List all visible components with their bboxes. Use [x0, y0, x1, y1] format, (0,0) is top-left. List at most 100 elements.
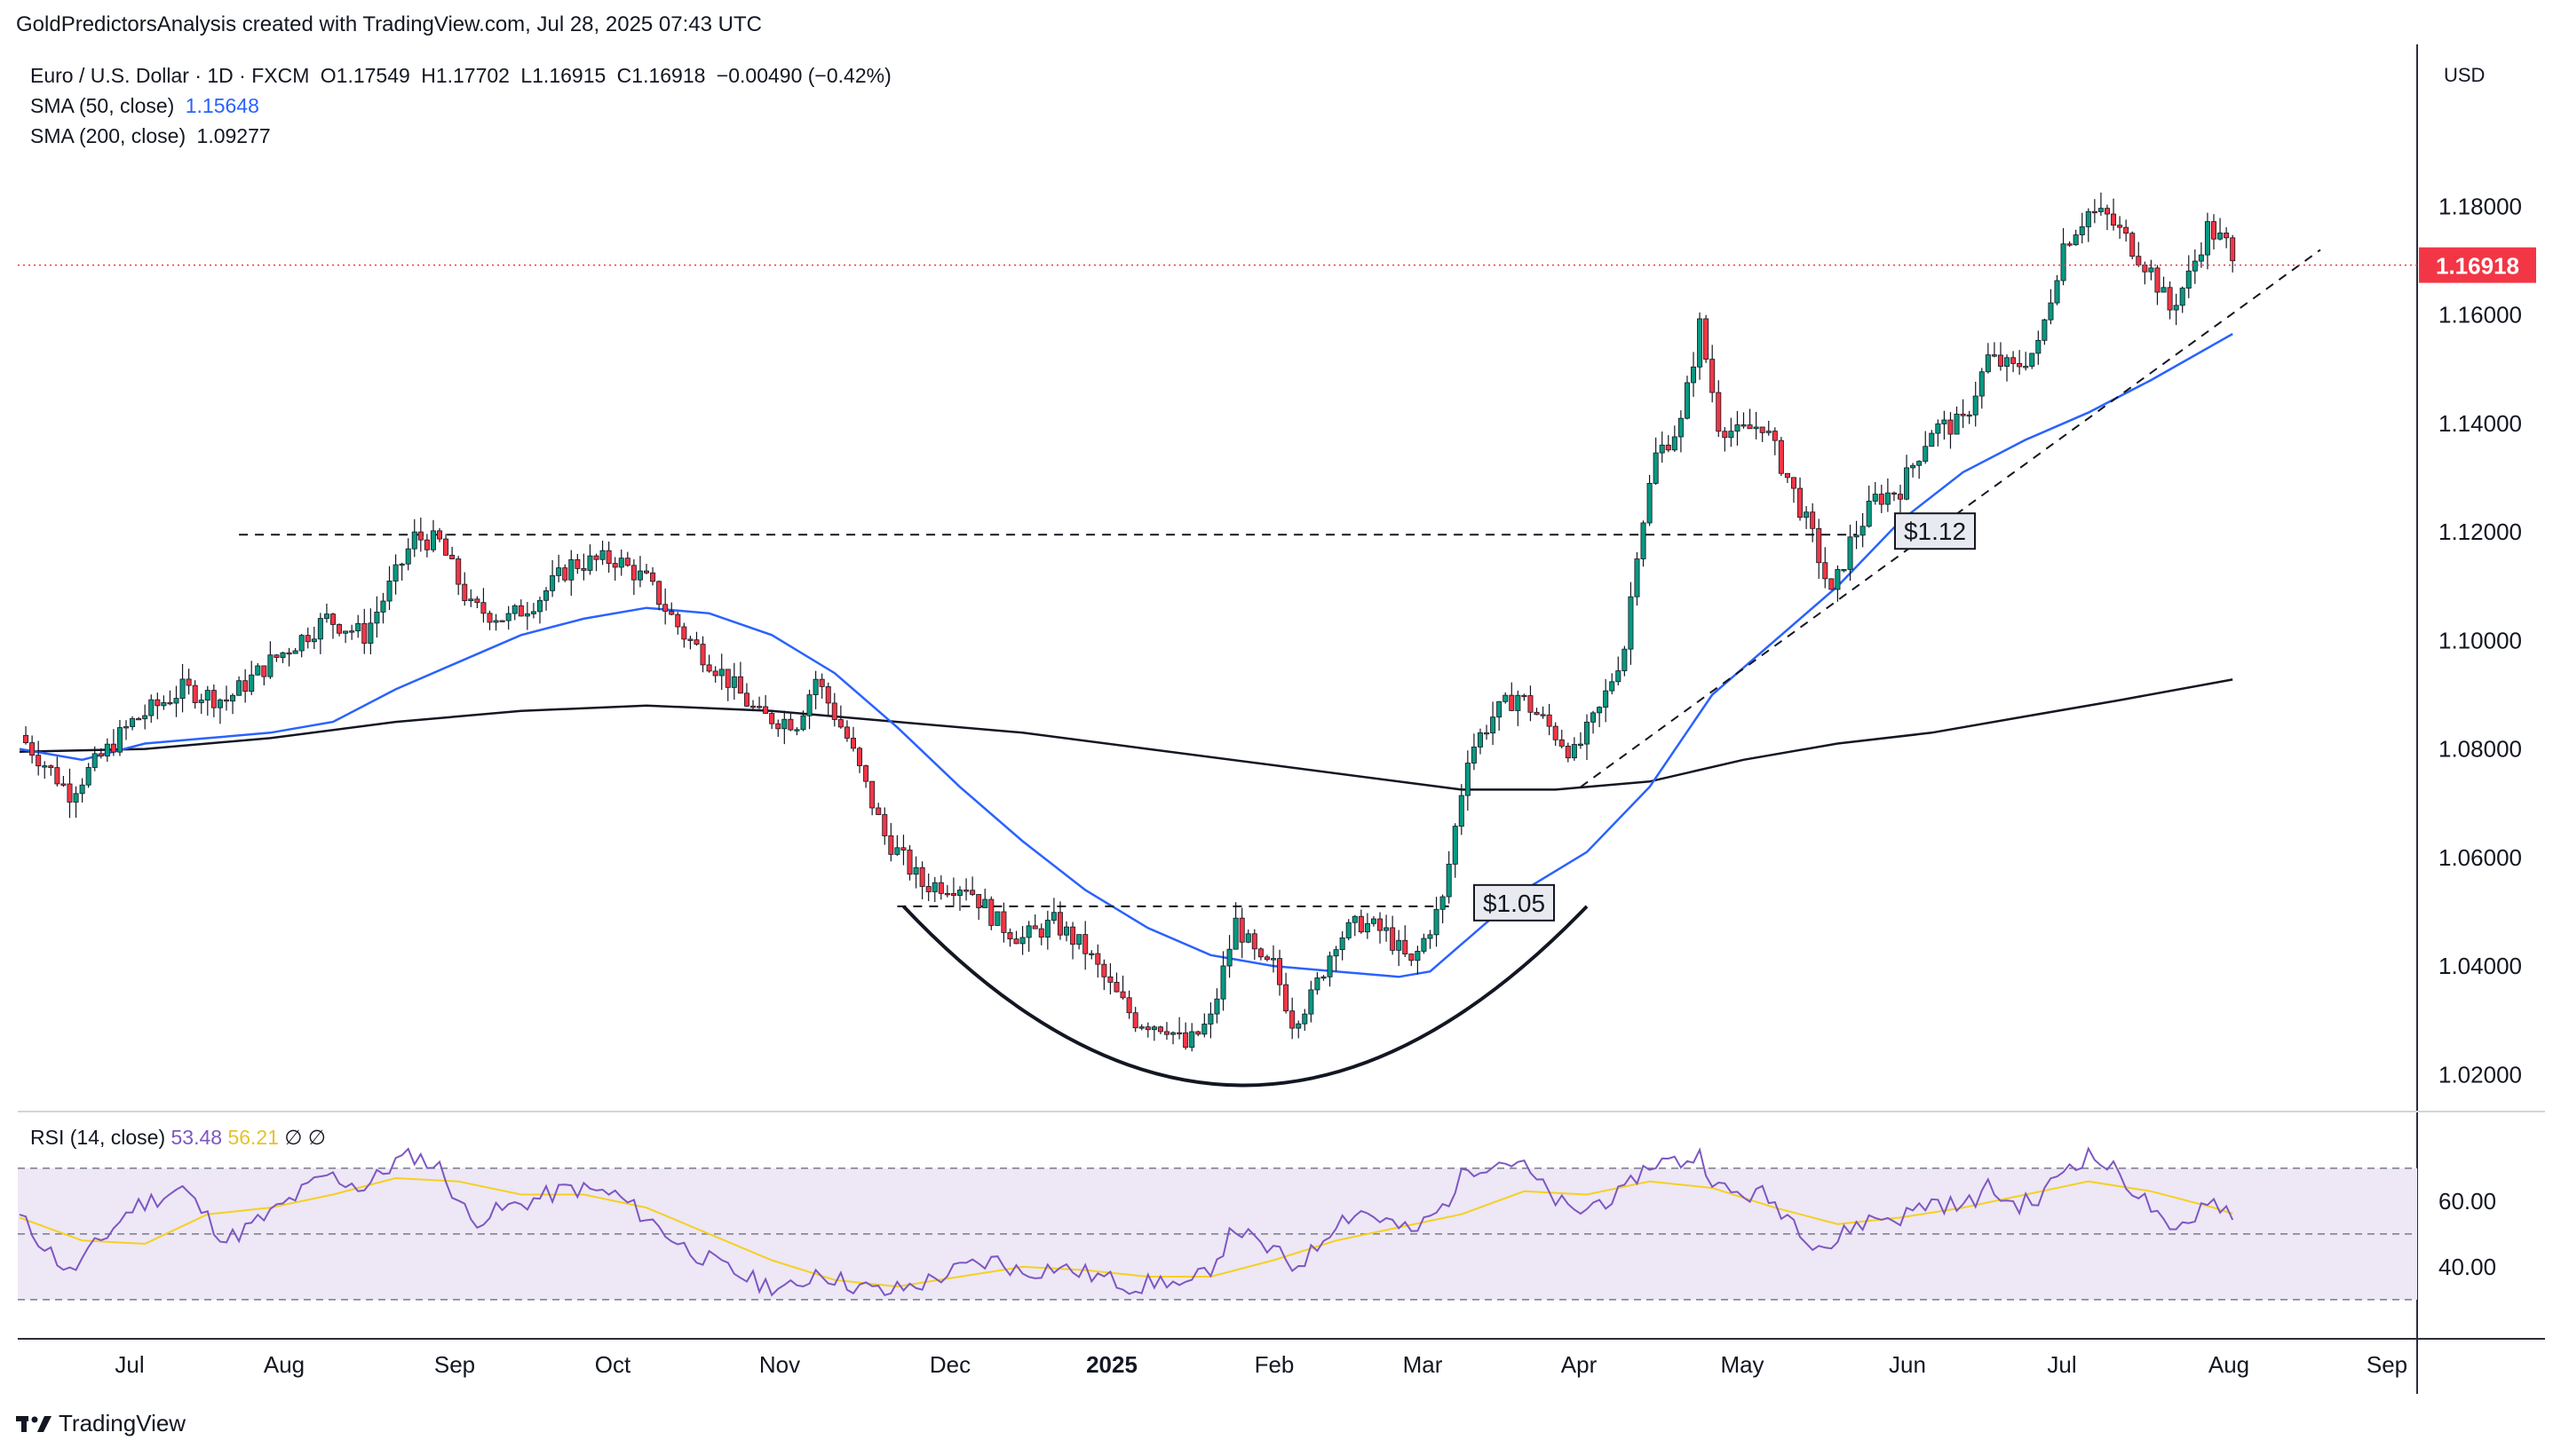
- candle-body: [1728, 431, 1734, 439]
- rsi-ma-value: 56.21: [227, 1126, 280, 1149]
- candle: [1496, 700, 1503, 731]
- candle: [781, 710, 788, 745]
- symbol-name[interactable]: Euro / U.S. Dollar · 1D · FXCM: [30, 64, 310, 87]
- candle: [562, 564, 568, 582]
- candle: [480, 588, 487, 623]
- candle-body: [2091, 210, 2097, 214]
- candle-body: [1784, 472, 1790, 479]
- candle-body: [988, 898, 995, 926]
- candle-body: [1095, 953, 1101, 965]
- legend-ohlc-row: Euro / U.S. Dollar · 1D · FXCM O1.17549 …: [30, 60, 897, 91]
- candle: [1646, 474, 1653, 526]
- candle: [1558, 729, 1565, 749]
- candle-body: [1245, 933, 1251, 943]
- candle-body: [456, 558, 462, 585]
- candle: [1615, 656, 1621, 685]
- candle-body: [1790, 477, 1796, 489]
- candle-body: [1935, 423, 1941, 434]
- price-tick-label: 1.10000: [2438, 627, 2522, 653]
- candle: [1747, 408, 1753, 430]
- candle-body: [1546, 714, 1552, 727]
- candle-body: [1333, 949, 1339, 957]
- price-tick-label: 1.02000: [2438, 1061, 2522, 1088]
- candle-body: [1810, 511, 1816, 529]
- close-value: C1.16918: [616, 64, 706, 87]
- candle-body: [882, 814, 888, 836]
- candle-body: [976, 894, 982, 908]
- candle-body: [1772, 431, 1778, 441]
- candle-body: [399, 563, 405, 566]
- candle: [769, 711, 775, 730]
- candle: [694, 631, 700, 646]
- candle: [1790, 477, 1796, 503]
- candle: [1296, 1020, 1302, 1039]
- candle: [1534, 708, 1540, 716]
- candle: [763, 695, 769, 714]
- candle-body: [1277, 958, 1283, 985]
- tradingview-logo-icon: [16, 1415, 52, 1432]
- candle-body: [1697, 318, 1703, 368]
- candle-body: [29, 742, 36, 756]
- candle-body: [524, 613, 530, 617]
- candle: [161, 695, 167, 710]
- candle-body: [1816, 527, 1822, 564]
- candle-body: [1628, 596, 1634, 650]
- candle: [1878, 484, 1884, 513]
- price-tick-label: 1.14000: [2438, 410, 2522, 437]
- candle-body: [1941, 419, 1947, 424]
- currency-label[interactable]: USD: [2444, 64, 2486, 86]
- candle: [355, 614, 361, 638]
- candle: [2210, 214, 2216, 249]
- candle: [593, 553, 599, 572]
- candle: [900, 835, 907, 866]
- candle: [2073, 229, 2079, 246]
- candle: [1226, 935, 1233, 978]
- candle-body: [1684, 382, 1690, 419]
- candle-body: [116, 727, 123, 753]
- candle: [2179, 286, 2185, 313]
- candle: [292, 647, 298, 654]
- candle: [1659, 431, 1665, 463]
- candle: [669, 602, 675, 616]
- candle: [349, 624, 355, 640]
- candle-body: [2224, 233, 2230, 239]
- sma50-label: SMA (50, close): [30, 94, 175, 117]
- candle-body: [757, 706, 763, 708]
- candle: [2060, 227, 2066, 286]
- candle-body: [1370, 918, 1376, 924]
- candle-body: [1427, 934, 1433, 939]
- annotation-text: $1.05: [1483, 890, 1545, 917]
- tradingview-logo[interactable]: TradingView: [16, 1410, 186, 1437]
- candle-body: [355, 622, 361, 632]
- candle: [1439, 894, 1446, 923]
- candle-body: [1114, 981, 1120, 993]
- candle: [1352, 914, 1358, 937]
- candle: [675, 612, 681, 635]
- candle-body: [2129, 233, 2136, 257]
- candle: [1521, 693, 1527, 701]
- candle-body: [1866, 501, 1872, 527]
- change-value: −0.00490 (−0.42%): [716, 64, 892, 87]
- candle-body: [474, 598, 480, 604]
- candle: [1697, 313, 1703, 380]
- candle-body: [781, 718, 788, 730]
- time-tick-label: Jul: [115, 1351, 144, 1378]
- candle-body: [913, 866, 919, 875]
- rsi-legend[interactable]: RSI (14, close) 53.48 56.21 ∅ ∅: [30, 1126, 326, 1150]
- candle: [612, 557, 618, 582]
- time-tick-label: Jul: [2047, 1351, 2076, 1378]
- candle-body: [2185, 270, 2192, 289]
- candle: [1484, 724, 1490, 740]
- candle-body: [274, 654, 280, 658]
- legend-sma50-row[interactable]: SMA (50, close) 1.15648: [30, 91, 897, 121]
- candle-body: [637, 570, 643, 581]
- candle: [1038, 923, 1044, 946]
- candle: [662, 588, 669, 625]
- legend-sma200-row[interactable]: SMA (200, close) 1.09277: [30, 121, 897, 151]
- candle-body: [550, 574, 556, 591]
- candle-body: [2148, 267, 2154, 273]
- candle: [1358, 909, 1364, 934]
- candle: [1972, 381, 1978, 427]
- candle: [1935, 419, 1941, 447]
